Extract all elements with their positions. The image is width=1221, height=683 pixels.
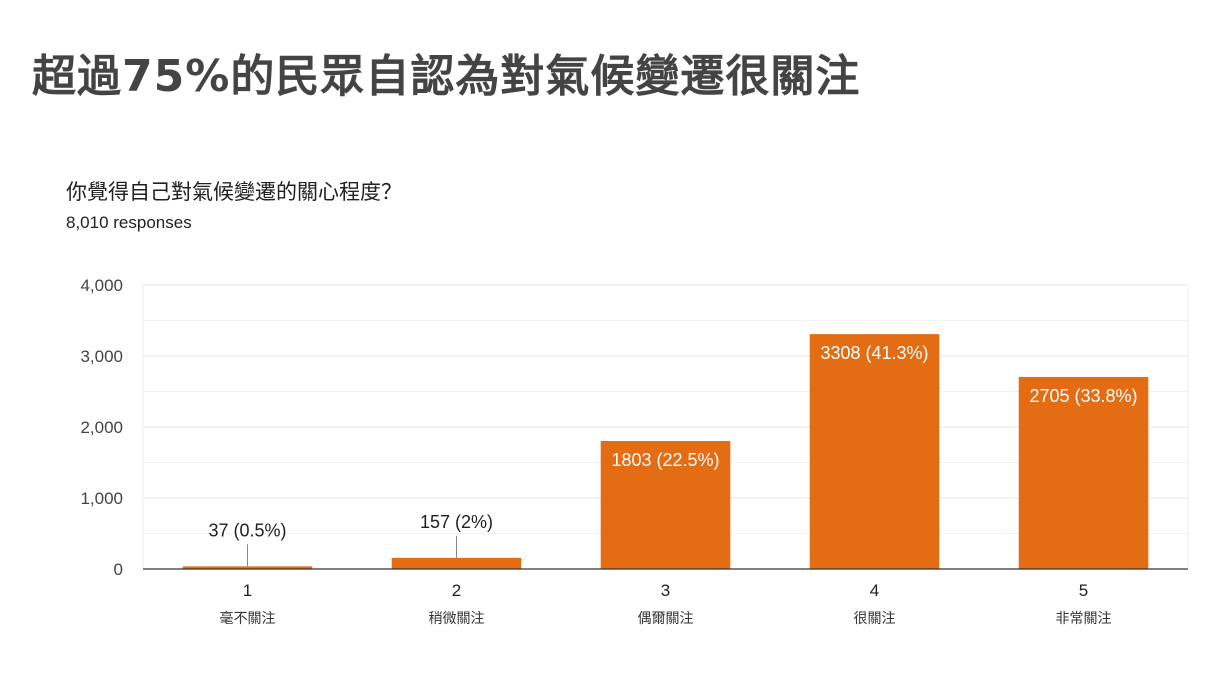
data-label: 1803 (22.5%): [611, 450, 719, 470]
data-label: 157 (2%): [420, 512, 493, 532]
y-tick-label: 4,000: [80, 276, 123, 295]
data-label: 2705 (33.8%): [1029, 386, 1137, 406]
data-label: 3308 (41.3%): [820, 343, 928, 363]
y-tick-label: 0: [114, 560, 123, 579]
y-tick-label: 1,000: [80, 489, 123, 508]
x-tick-label: 3: [661, 581, 670, 600]
bar: [1018, 376, 1149, 569]
x-category-sublabel: 毫不關注: [220, 610, 276, 627]
bar: [809, 334, 940, 569]
chart-question-title: 你覺得自己對氣候變遷的關心程度？: [66, 180, 402, 204]
x-tick-label: 1: [243, 581, 252, 600]
x-category-sublabel: 非常關注: [1056, 611, 1112, 627]
data-label: 37 (0.5%): [208, 520, 286, 540]
x-tick-label: 5: [1079, 581, 1088, 600]
response-count: 8,010 responses: [66, 213, 192, 232]
x-category-sublabel: 稍微關注: [429, 611, 485, 627]
bar: [182, 566, 313, 569]
y-tick-label: 3,000: [80, 347, 123, 366]
x-category-sublabel: 很關注: [854, 611, 896, 627]
bar: [600, 440, 731, 569]
x-tick-label: 2: [452, 581, 461, 600]
x-category-sublabel: 偶爾關注: [638, 611, 694, 627]
x-tick-label: 4: [870, 581, 879, 600]
bar: [391, 557, 522, 569]
y-tick-label: 2,000: [80, 418, 123, 437]
slide-title: 超過75%的民眾自認為對氣候變遷很關注: [32, 51, 861, 102]
labels: 0 1,000 2,000 3,000 4,000 37 (0.5%) 1 毫不關注 157 (…: [80, 276, 1188, 627]
bars: [182, 334, 1149, 569]
